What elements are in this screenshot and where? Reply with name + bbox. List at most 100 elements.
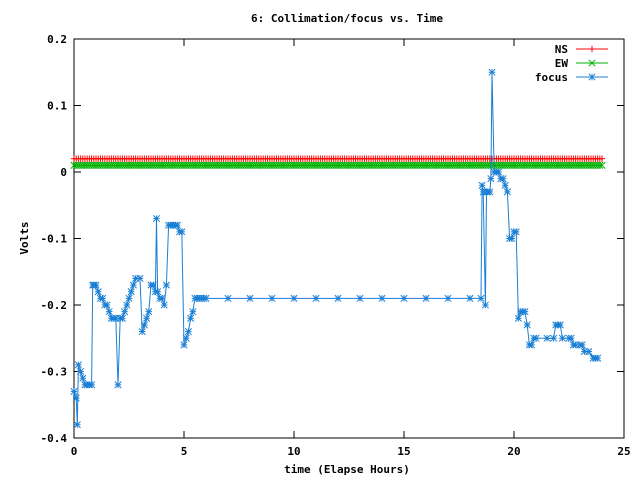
data-point-focus	[532, 334, 540, 342]
marker-stroke	[378, 294, 386, 302]
data-point-focus	[356, 294, 364, 302]
marker-stroke	[596, 161, 604, 169]
marker-stroke	[588, 59, 596, 67]
marker-stroke	[143, 314, 151, 322]
marker-stroke	[550, 334, 558, 342]
y-tick-label: -0.3	[41, 366, 68, 379]
marker-stroke	[178, 228, 186, 236]
data-point-focus	[88, 381, 96, 389]
marker-stroke	[400, 294, 408, 302]
data-point-focus	[422, 294, 430, 302]
data-point-focus	[224, 294, 232, 302]
marker-stroke	[487, 175, 495, 183]
marker-stroke	[466, 294, 474, 302]
data-point-focus	[140, 321, 148, 329]
data-point-focus	[173, 221, 181, 229]
marker-stroke	[105, 308, 113, 316]
marker-stroke	[114, 381, 122, 389]
data-point-focus	[486, 188, 494, 196]
marker-stroke	[202, 294, 210, 302]
marker-stroke	[160, 301, 168, 309]
data-point-focus	[99, 294, 107, 302]
marker-stroke	[136, 274, 144, 282]
chart-title: 6: Collimation/focus vs. Time	[251, 12, 443, 25]
marker-stroke	[92, 281, 100, 289]
data-point-focus	[178, 228, 186, 236]
data-point-focus	[558, 334, 566, 342]
series-line-focus	[73, 72, 598, 425]
data-point-focus	[73, 421, 81, 429]
data-point-focus	[160, 301, 168, 309]
series-focus	[70, 68, 602, 429]
legend-marker-EW	[588, 59, 596, 67]
marker-stroke	[149, 281, 157, 289]
legend-label-focus: focus	[535, 71, 568, 84]
data-point-focus	[70, 387, 78, 396]
data-point-focus	[118, 314, 126, 322]
marker-stroke	[356, 294, 364, 302]
marker-stroke	[224, 294, 232, 302]
marker-stroke	[598, 161, 606, 169]
data-point-focus	[152, 214, 161, 223]
marker-stroke	[184, 328, 192, 336]
y-tick-label: -0.2	[41, 299, 68, 312]
data-point-focus	[123, 301, 131, 309]
data-point-focus	[92, 281, 100, 289]
legend-marker-NS	[588, 45, 596, 53]
marker-stroke	[129, 281, 137, 289]
data-point-focus	[466, 294, 474, 302]
data-point-focus	[103, 301, 111, 309]
marker-stroke	[514, 314, 522, 322]
marker-stroke	[94, 288, 102, 296]
marker-stroke	[88, 381, 96, 389]
data-point-focus	[149, 281, 157, 289]
marker-stroke	[182, 334, 190, 342]
data-point-focus	[477, 294, 485, 302]
data-point-focus	[523, 321, 531, 329]
marker-stroke	[125, 294, 133, 302]
data-point-focus	[400, 294, 408, 302]
data-point-focus	[290, 294, 298, 302]
data-point-focus	[488, 68, 496, 76]
data-point-focus	[508, 234, 516, 243]
marker-stroke	[444, 294, 452, 302]
data-point-focus	[136, 274, 144, 282]
x-axis-label: time (Elapse Hours)	[284, 463, 410, 476]
marker-stroke	[77, 367, 85, 376]
data-point-focus	[495, 168, 503, 176]
marker-stroke	[532, 334, 540, 342]
data-point-NS	[598, 155, 606, 162]
legend-marker-focus	[588, 73, 596, 81]
data-point-focus	[378, 294, 386, 302]
marker-stroke	[268, 294, 276, 302]
x-tick-label: 5	[181, 445, 188, 458]
data-point-focus	[127, 288, 135, 296]
marker-stroke	[72, 394, 80, 402]
data-point-focus	[121, 308, 129, 316]
data-point-focus	[187, 314, 195, 322]
marker-stroke	[334, 294, 342, 302]
data-point-focus	[487, 175, 495, 183]
data-point-focus	[129, 281, 137, 289]
marker-stroke	[521, 308, 529, 316]
marker-stroke	[180, 341, 188, 349]
marker-stroke	[173, 221, 181, 229]
marker-stroke	[503, 188, 511, 196]
marker-stroke	[477, 294, 485, 302]
x-tick-label: 20	[507, 445, 520, 458]
data-point-focus	[184, 328, 192, 336]
marker-stroke	[558, 334, 566, 342]
marker-stroke	[543, 334, 551, 342]
marker-stroke	[189, 308, 197, 316]
marker-stroke	[74, 361, 82, 369]
data-point-focus	[162, 281, 170, 289]
marker-stroke	[162, 281, 170, 289]
data-point-focus	[550, 334, 558, 342]
marker-stroke	[495, 168, 503, 176]
x-tick-label: 15	[397, 445, 410, 458]
data-point-focus	[528, 341, 536, 349]
marker-stroke	[312, 294, 320, 302]
y-axis-label: Volts	[18, 221, 31, 254]
